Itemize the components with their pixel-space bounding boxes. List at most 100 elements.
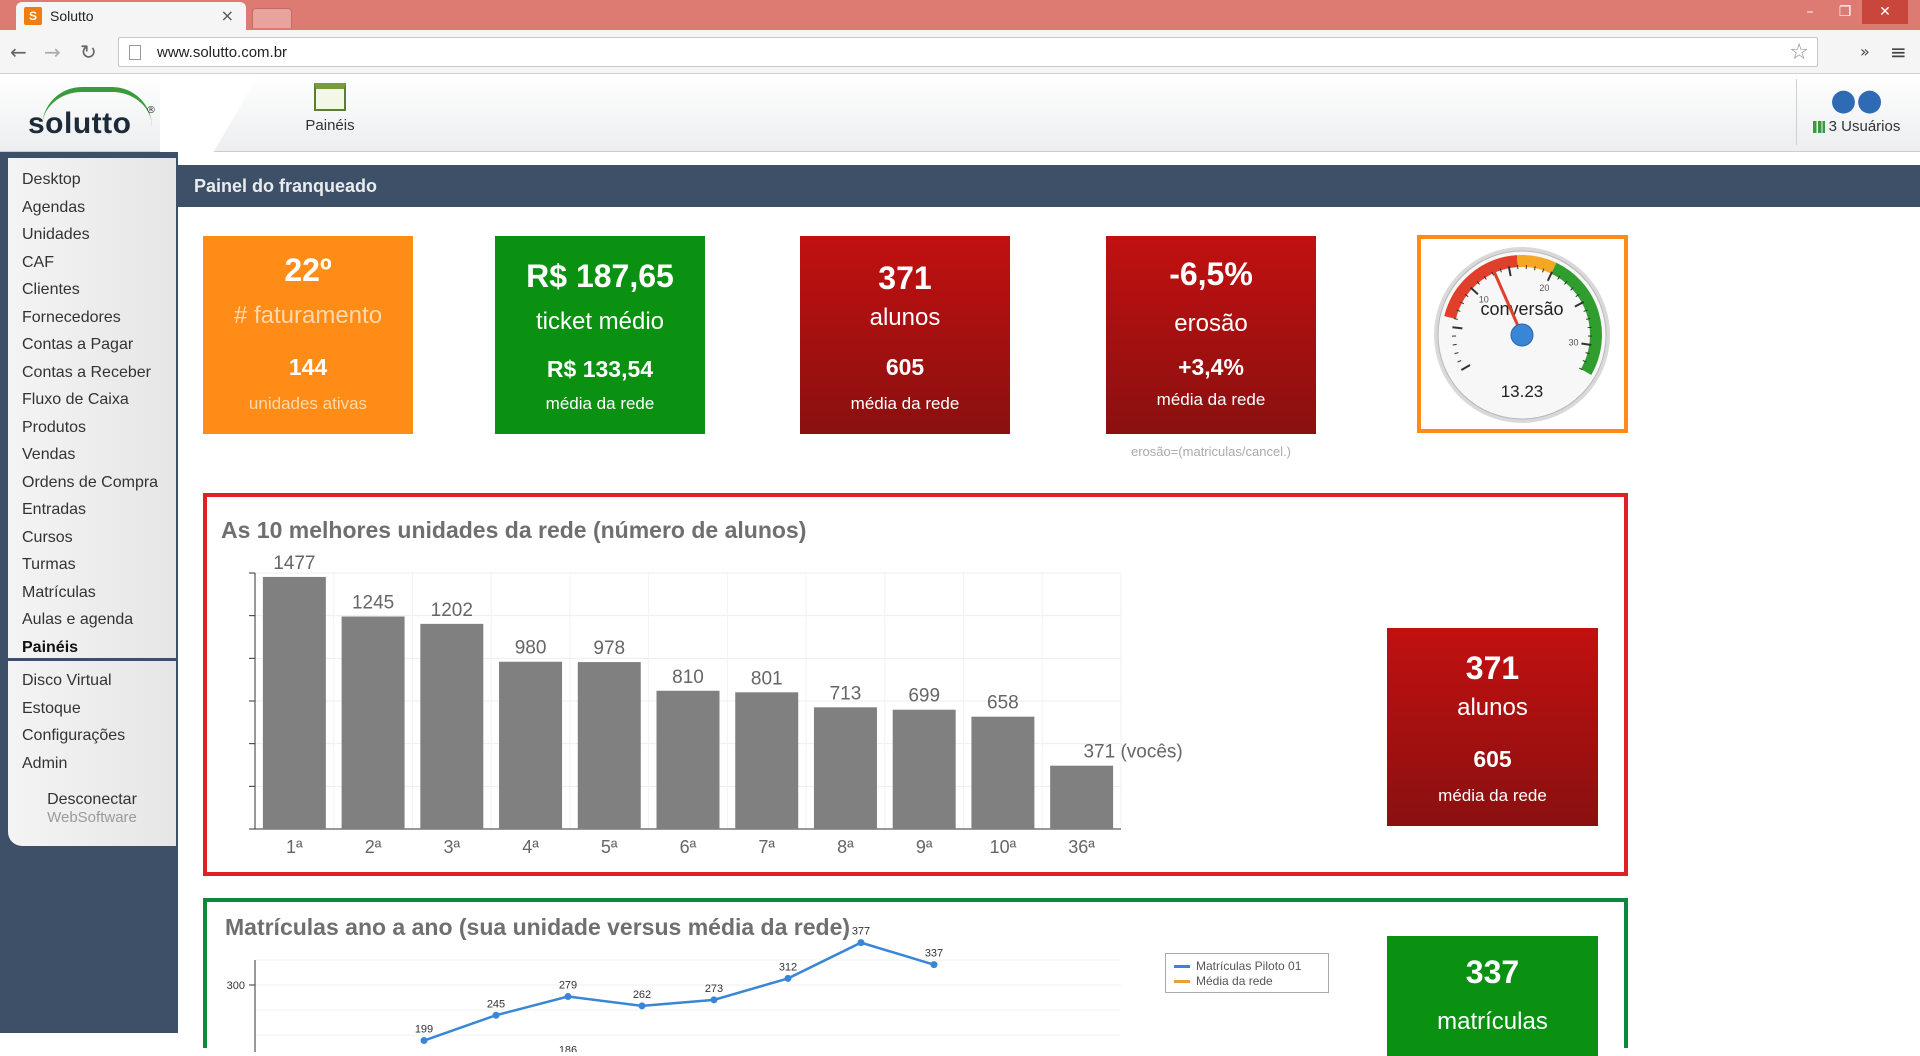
side-kpi-matriculas: 337 matrículas — [1387, 936, 1598, 1056]
kpi-label: erosão — [1106, 310, 1316, 338]
page-title-bar: Painel do franqueado — [178, 165, 1920, 207]
sidebar-item-clientes[interactable]: Clientes — [8, 276, 176, 304]
sidebar-item-fornecedores[interactable]: Fornecedores — [8, 304, 176, 332]
sidebar-item-matrículas[interactable]: Matrículas — [8, 579, 176, 607]
x-tick-label: 10ª — [990, 837, 1017, 857]
sidebar-item-produtos[interactable]: Produtos — [8, 414, 176, 442]
data-label: 1477 — [273, 553, 315, 574]
forward-arrow-icon[interactable]: → — [44, 40, 61, 64]
data-label: 658 — [987, 693, 1019, 714]
users-count-text: 3 Usuários — [1829, 118, 1901, 135]
sidebar-item-admin[interactable]: Admin — [8, 750, 176, 778]
sidebar-item-configurações[interactable]: Configurações — [8, 722, 176, 750]
gauge-tick — [1581, 344, 1591, 345]
users-button[interactable]: ●● 3 Usuários — [1796, 79, 1916, 145]
sidebar-item-contas-a-receber[interactable]: Contas a Receber — [8, 359, 176, 387]
side-kpi-alunos: 371 alunos 605 média da rede — [1387, 628, 1598, 826]
y-tick-label: 300 — [227, 980, 245, 992]
sidebar-item-turmas[interactable]: Turmas — [8, 551, 176, 579]
bar — [342, 617, 405, 829]
url-text: www.solutto.com.br — [157, 44, 287, 61]
sidebar-item-entradas[interactable]: Entradas — [8, 496, 176, 524]
data-label: 713 — [830, 683, 862, 704]
signal-bars-icon — [1813, 121, 1825, 133]
solutto-logo[interactable]: solutto ® — [28, 85, 158, 145]
reload-icon[interactable]: ↻ — [80, 40, 97, 64]
gauge-tick-label: 20 — [1539, 283, 1549, 293]
logo-wordmark: solutto — [28, 107, 131, 141]
x-tick-label: 9ª — [916, 837, 933, 857]
sidebar-item-desktop[interactable]: Desktop — [8, 166, 176, 194]
gauge-hub — [1511, 324, 1533, 346]
disconnect-link[interactable]: Desconectar — [8, 791, 176, 809]
sidebar-item-disco-virtual[interactable]: Disco Virtual — [8, 667, 176, 695]
kpi-sublabel: média da rede — [800, 394, 1010, 414]
browser-menu-icon[interactable]: ≡ — [1890, 40, 1907, 64]
sidebar-item-painéis[interactable]: Painéis — [8, 634, 176, 662]
page-title: Painel do franqueado — [194, 176, 377, 197]
data-label: 279 — [559, 980, 577, 992]
sidebar-item-agendas[interactable]: Agendas — [8, 194, 176, 222]
kpi-sublabel: média da rede — [1387, 786, 1598, 806]
back-arrow-icon[interactable]: ← — [10, 40, 27, 64]
sidebar-item-ordens-de-compra[interactable]: Ordens de Compra — [8, 469, 176, 497]
sidebar-item-fluxo-de-caixa[interactable]: Fluxo de Caixa — [8, 386, 176, 414]
bar — [263, 577, 326, 829]
app-header: solutto ® Painéis ●● 3 Usuários — [0, 75, 1920, 152]
page-icon — [129, 45, 141, 60]
series-point — [639, 1002, 646, 1009]
bookmark-star-icon[interactable]: ☆ — [1789, 40, 1809, 65]
kpi-value: 337 — [1387, 954, 1598, 991]
data-label: 978 — [593, 638, 625, 659]
kpi-label: matrículas — [1387, 1008, 1598, 1036]
bar — [735, 692, 798, 829]
gauge-value: 13.23 — [1501, 382, 1544, 401]
bar — [578, 662, 641, 829]
legend-swatch — [1174, 965, 1190, 968]
bar — [420, 624, 483, 829]
data-label: 273 — [705, 983, 723, 995]
tab-close-icon[interactable]: × — [221, 6, 234, 25]
kpi-value: -6,5% — [1106, 256, 1316, 293]
address-input[interactable]: www.solutto.com.br ☆ — [118, 37, 1818, 67]
series-point — [931, 961, 938, 968]
bar — [657, 691, 720, 829]
data-label: 810 — [672, 667, 704, 688]
sidebar-item-contas-a-pagar[interactable]: Contas a Pagar — [8, 331, 176, 359]
browser-tab[interactable]: S Solutto × — [16, 2, 246, 30]
sidebar-item-vendas[interactable]: Vendas — [8, 441, 176, 469]
new-tab-button[interactable] — [252, 8, 292, 28]
window-close-button[interactable]: ✕ — [1862, 0, 1908, 24]
solutto-favicon-icon: S — [24, 7, 42, 25]
x-tick-label: 6ª — [680, 837, 697, 857]
users-icon: ●● — [1830, 83, 1882, 118]
x-tick-label: 36ª — [1068, 837, 1095, 857]
series-point — [858, 939, 865, 946]
kpi-subvalue: 605 — [800, 354, 1010, 381]
kpi-subvalue: 144 — [203, 354, 413, 381]
bar — [499, 662, 562, 829]
kpi-label: alunos — [800, 304, 1010, 332]
window-maximize-button[interactable]: ❐ — [1825, 0, 1865, 24]
x-tick-label: 8ª — [837, 837, 854, 857]
gauge-tick — [1453, 344, 1457, 345]
kpi-value: 371 — [800, 260, 1010, 297]
sidebar-item-cursos[interactable]: Cursos — [8, 524, 176, 552]
extensions-chevron-icon[interactable]: » — [1860, 42, 1870, 61]
nav-paineis[interactable]: Painéis — [298, 83, 362, 143]
sidebar-item-aulas-e-agenda[interactable]: Aulas e agenda — [8, 606, 176, 634]
window-minimize-button[interactable]: – — [1790, 0, 1830, 24]
series-point — [421, 1037, 428, 1044]
kpi-alunos: 371 alunos 605 média da rede — [800, 236, 1010, 434]
kpi-label: alunos — [1387, 694, 1598, 722]
kpi-value: 22º — [203, 252, 413, 289]
sidebar-item-unidades[interactable]: Unidades — [8, 221, 176, 249]
kpi-label: # faturamento — [203, 302, 413, 330]
sidebar-item-estoque[interactable]: Estoque — [8, 695, 176, 723]
data-label: 312 — [779, 961, 797, 973]
sidebar-item-caf[interactable]: CAF — [8, 249, 176, 277]
